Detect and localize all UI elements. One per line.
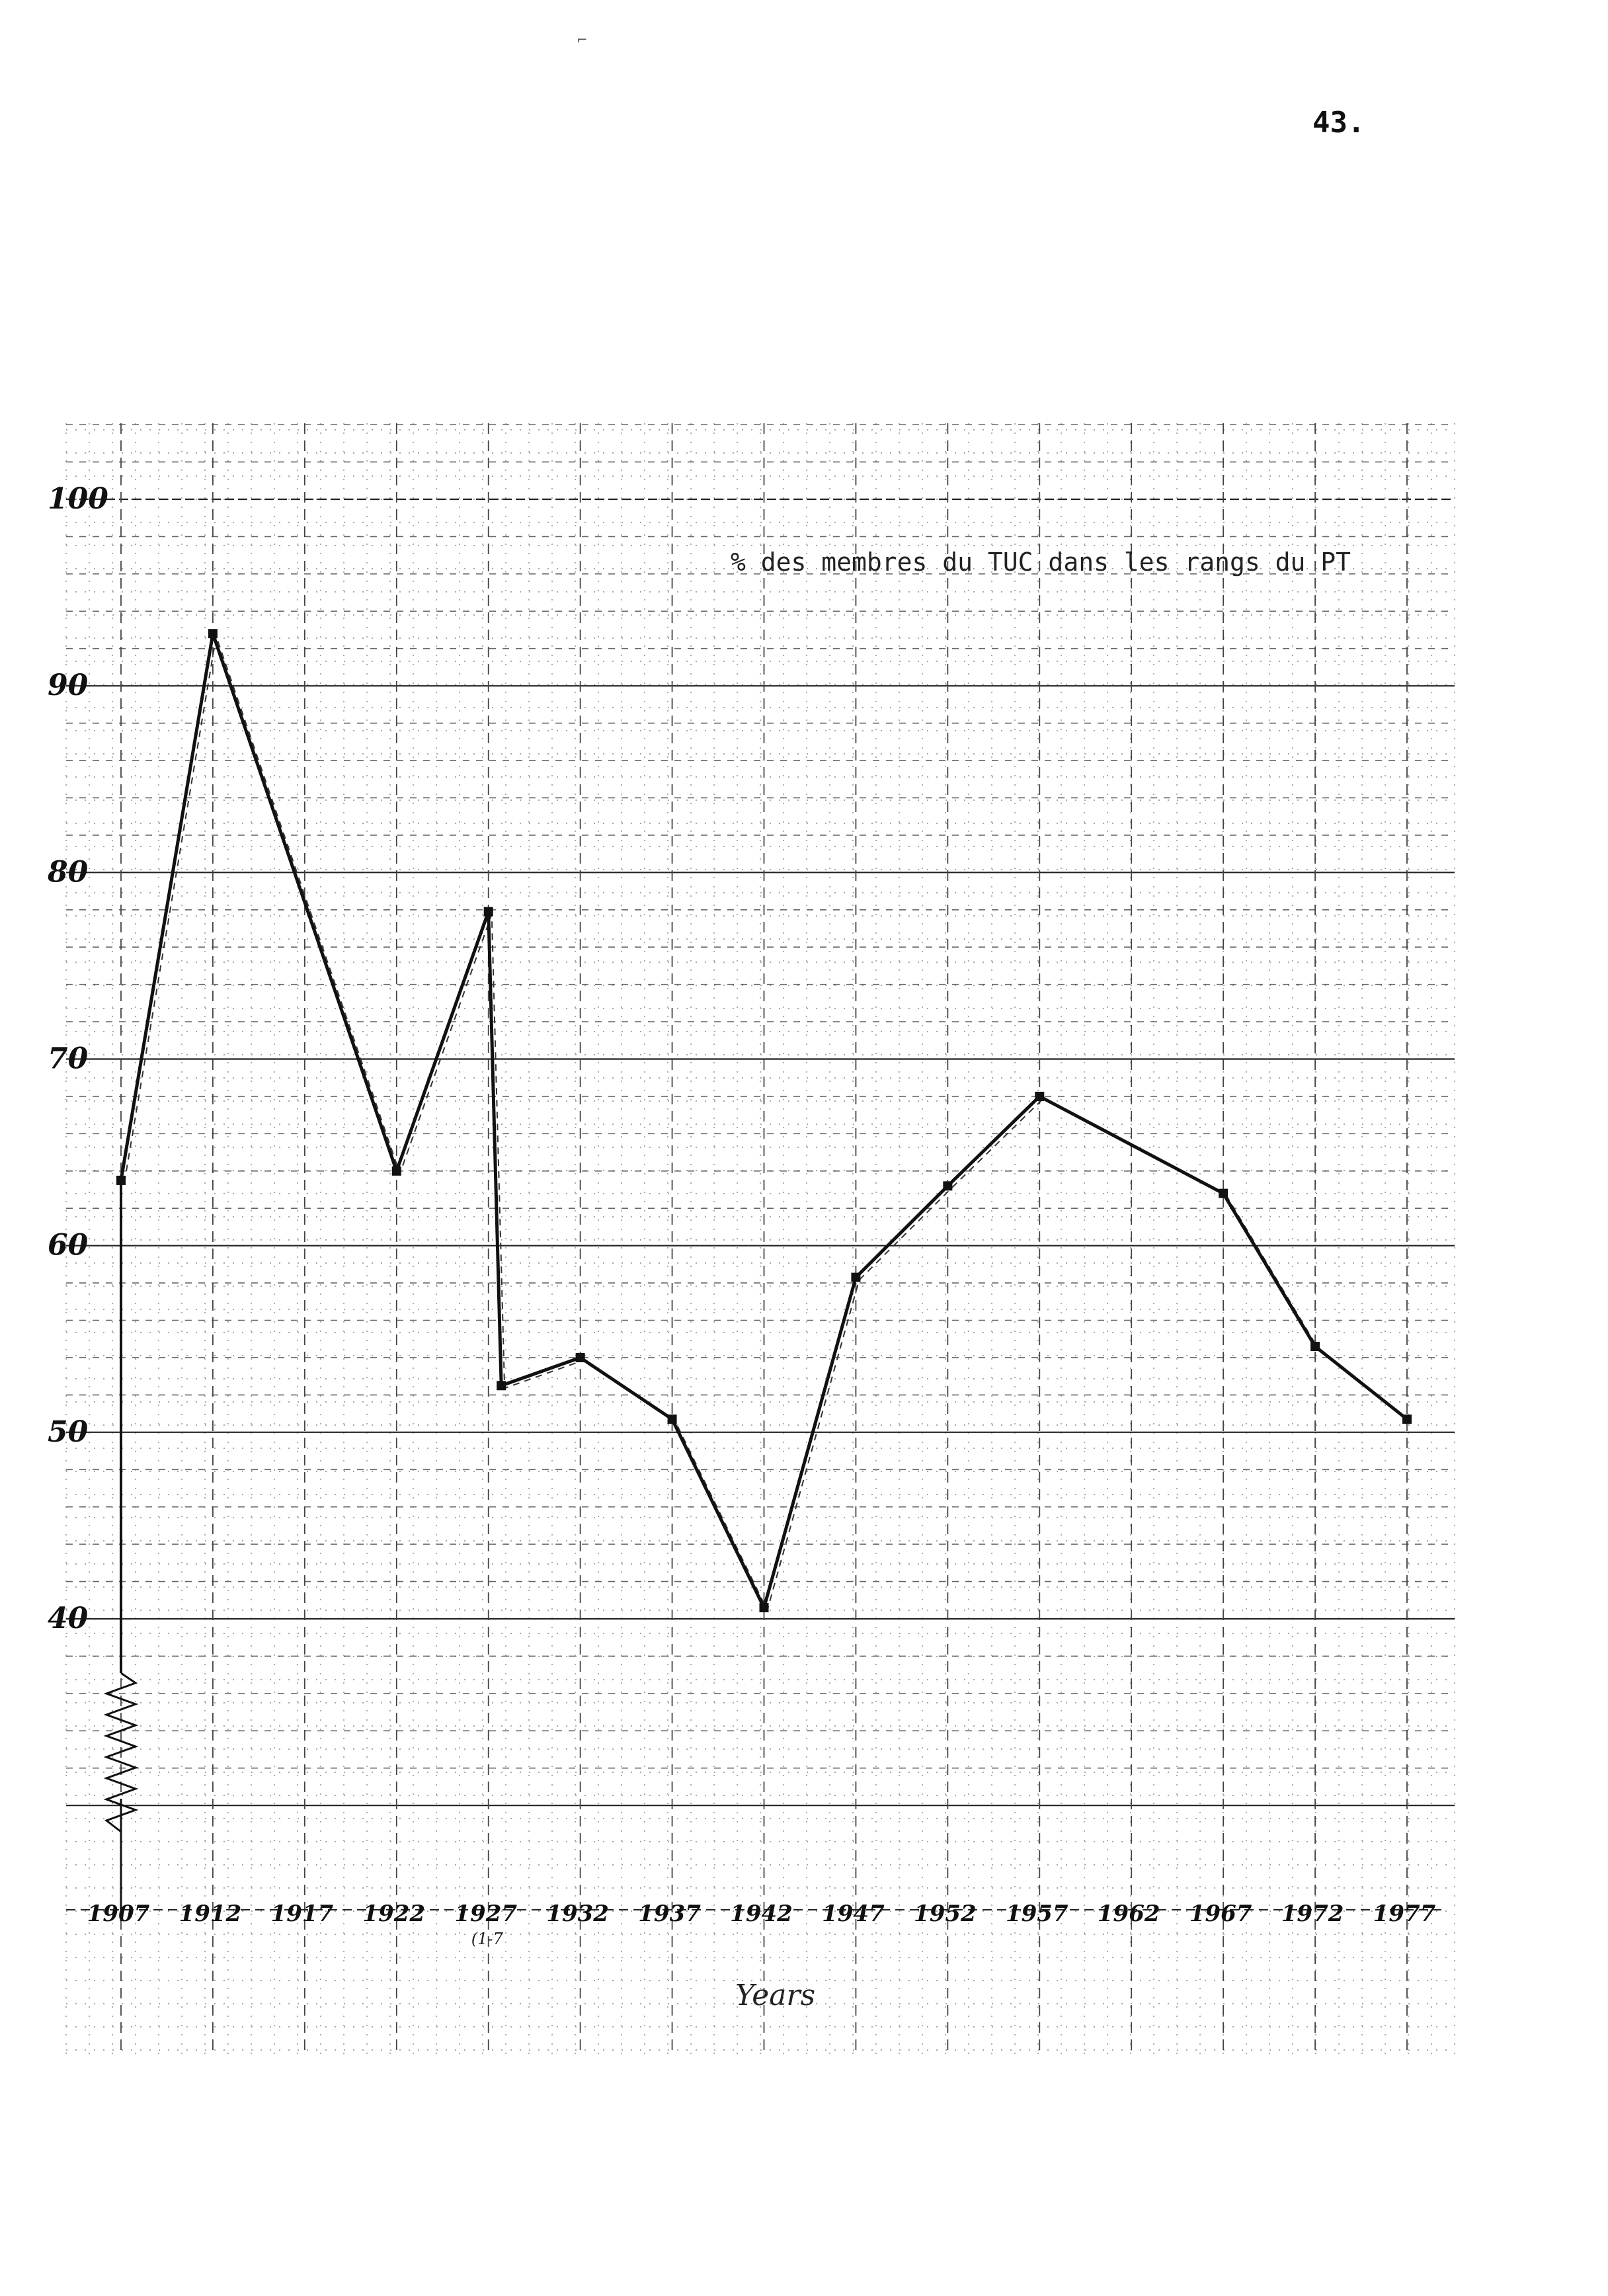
series-label: % des membres du TUC dans les rangs du P… — [731, 548, 1351, 577]
x-tick-label: 1977 — [1373, 1901, 1436, 1927]
x-tick-labels: 1907 1912 1917 1922 1927 (1-7 1932 1937 1942 1947… — [87, 1901, 1436, 1948]
x-tick-label: 1972 — [1281, 1901, 1344, 1927]
data-point — [851, 1272, 861, 1282]
x-tick-label: 1932 — [546, 1901, 609, 1927]
data-point — [391, 1166, 401, 1176]
x-tick-label: 1912 — [179, 1901, 242, 1927]
x-tick-label: 1917 — [271, 1901, 334, 1927]
data-point — [208, 629, 218, 639]
data-point — [116, 1175, 126, 1185]
x-tick-label: 1927 — [454, 1901, 517, 1927]
x-axis-label: Years — [735, 1979, 815, 2012]
data-point — [1219, 1188, 1228, 1198]
axis-break-zigzag — [103, 1672, 139, 1833]
y-tick-labels: 100 90 80 70 60 50 40 — [47, 482, 108, 1635]
data-point — [1035, 1091, 1045, 1101]
x-tick-label: 1907 — [87, 1901, 150, 1927]
x-tick-label: 1942 — [730, 1901, 793, 1927]
x-tick-label: 1967 — [1189, 1901, 1252, 1927]
data-point — [575, 1352, 585, 1362]
data-point — [1402, 1414, 1412, 1424]
y-tick-label: 40 — [48, 1602, 89, 1635]
x-tick-note: (1-7 — [471, 1930, 504, 1948]
data-point — [1310, 1342, 1320, 1352]
series-trace-line — [124, 636, 1411, 1612]
series-line — [116, 629, 1412, 1613]
x-tick-label: 1962 — [1098, 1901, 1160, 1927]
y-tick-label: 100 — [48, 482, 108, 516]
x-tick-label: 1947 — [822, 1901, 885, 1927]
x-tick-label: 1922 — [362, 1901, 425, 1927]
data-point — [667, 1414, 677, 1424]
data-point — [759, 1603, 769, 1613]
chart-grid — [65, 423, 1455, 2057]
y-tick-label: 60 — [48, 1229, 89, 1262]
y-tick-label: 80 — [47, 855, 89, 889]
series-line-path — [119, 632, 1408, 1610]
data-point — [497, 1381, 506, 1391]
x-tick-label: 1957 — [1006, 1901, 1068, 1927]
y-tick-label: 50 — [48, 1415, 89, 1449]
y-tick-label: 90 — [48, 669, 89, 702]
x-tick-label: 1937 — [638, 1901, 701, 1927]
page-number: 43. — [1312, 106, 1365, 140]
data-point — [483, 907, 493, 917]
axis-break — [103, 1672, 139, 1833]
x-tick-label: 1952 — [914, 1901, 977, 1927]
y-tick-label: 70 — [48, 1042, 89, 1076]
data-point — [943, 1181, 953, 1191]
scan-mark: ⌐ — [577, 32, 588, 48]
